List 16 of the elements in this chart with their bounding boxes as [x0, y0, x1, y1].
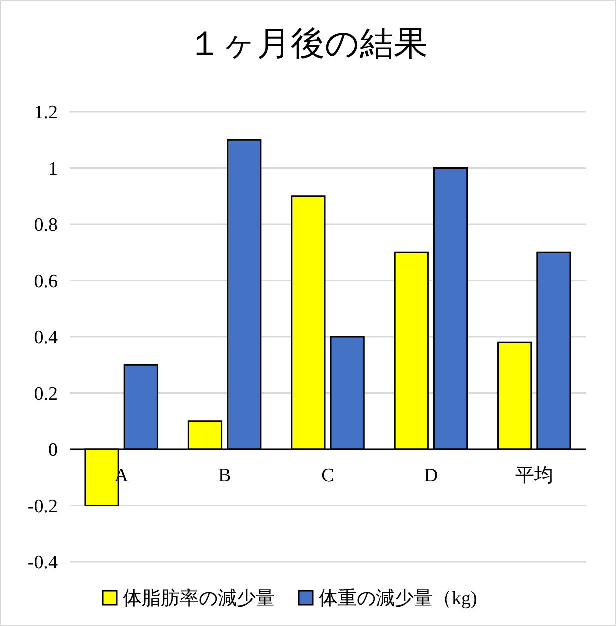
- y-tick-label: 0: [48, 440, 58, 462]
- y-tick-label: 0.8: [34, 215, 58, 236]
- legend-label: 体重の減少量（kg): [319, 588, 478, 610]
- chart-title: １ヶ月後の結果: [188, 26, 428, 63]
- y-tick-label: 0.6: [34, 271, 58, 292]
- x-tick-label: D: [424, 466, 438, 486]
- y-tick-label: 0.4: [34, 328, 58, 349]
- x-tick-label: 平均: [515, 466, 554, 486]
- x-tick-label: C: [322, 466, 334, 486]
- y-tick-label: -0.2: [28, 496, 58, 518]
- y-tick-label: -0.4: [28, 552, 58, 574]
- x-tick-label: B: [218, 466, 232, 486]
- y-tick-label: 1.2: [34, 102, 58, 124]
- y-tick-label: 0.2: [34, 384, 58, 405]
- legend-label: 体脂肪率の減少量: [123, 588, 275, 610]
- y-tick-label: 1: [48, 158, 58, 180]
